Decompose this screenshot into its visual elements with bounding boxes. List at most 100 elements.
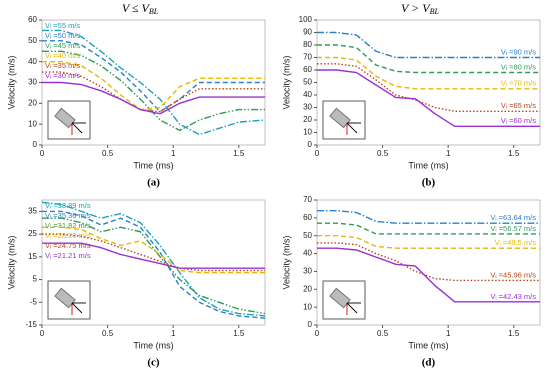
header-sub: BL [430, 7, 440, 16]
inset [47, 100, 91, 140]
panel-label: (a) [147, 177, 160, 189]
series-line [317, 44, 540, 74]
y-tick-label: 50 [303, 78, 312, 87]
y-tick-label: 70 [303, 53, 312, 62]
legend-entry: Vᵢ =21.21 m/s [45, 251, 91, 260]
y-tick-label: 100 [299, 15, 313, 24]
y-tick-label: 60 [28, 15, 37, 24]
legend-entry: Vᵢ =45 m/s [45, 41, 80, 50]
y-tick-label: 0 [308, 320, 313, 329]
series-line [317, 235, 540, 249]
y-tick-label: 30 [28, 78, 37, 87]
y-tick-label: 35 [28, 206, 37, 215]
y-tick-label: 40 [303, 249, 312, 258]
y-tick-label: -15 [25, 320, 37, 329]
series-line [42, 40, 265, 113]
series-line [317, 247, 540, 303]
y-tick-label: 25 [28, 229, 37, 238]
legend-entry: Vᵢ =42.43 m/s [490, 292, 536, 301]
legend-entry: Vᵢ =65 m/s [501, 101, 536, 110]
y-tick-label: 50 [28, 36, 37, 45]
y-axis-label: Velocity (m/s) [6, 235, 16, 289]
x-tick-label: 1 [171, 149, 176, 158]
series-line [42, 50, 265, 132]
arrow [71, 122, 83, 134]
x-tick-label: 1.5 [233, 329, 245, 338]
arrow [71, 302, 83, 314]
header-main: V > V [401, 1, 431, 15]
y-tick-label: 50 [303, 231, 312, 240]
legend-entry: Vᵢ =55 m/s [45, 21, 80, 30]
legend-entry: Vᵢ =35.36 m/s [45, 211, 91, 220]
series-line [317, 210, 540, 224]
x-tick-label: 1.5 [233, 149, 245, 158]
legend-entry: Vᵢ =80 m/s [501, 62, 536, 71]
y-tick-label: 70 [303, 195, 312, 204]
series-line [42, 29, 266, 136]
y-tick-label: 60 [303, 213, 312, 222]
y-tick-label: 10 [303, 128, 312, 137]
x-tick-label: 0 [315, 149, 320, 158]
series-line [42, 242, 265, 269]
header-main: V ≤ V [122, 1, 151, 15]
x-tick-label: 0.5 [102, 149, 114, 158]
legend-entry: Vᵢ =60 m/s [501, 116, 536, 125]
x-tick-label: 0 [40, 149, 45, 158]
y-tick-label: 80 [303, 40, 312, 49]
series-line [42, 217, 266, 315]
x-tick-label: 0.5 [377, 329, 389, 338]
y-tick-label: 20 [28, 98, 37, 107]
y-tick-label: 60 [303, 65, 312, 74]
x-axis-label: Time (ms) [133, 340, 173, 350]
y-tick-label: 90 [303, 28, 312, 37]
x-tick-label: 1 [446, 329, 451, 338]
y-tick-label: 20 [303, 284, 312, 293]
x-axis-label: Time (ms) [408, 340, 448, 350]
series-line [317, 69, 540, 127]
y-axis-label: Velocity (m/s) [281, 235, 291, 289]
legend-entry: Vᵢ =49.5 m/s [495, 238, 537, 247]
y-tick-label: 40 [28, 57, 37, 66]
y-tick-label: 0 [33, 140, 38, 149]
y-tick-label: 10 [303, 302, 312, 311]
y-tick-label: -5 [30, 297, 38, 306]
x-tick-label: 0.5 [102, 329, 114, 338]
x-axis-label: Time (ms) [133, 160, 173, 170]
legend-entry: Vᵢ =30 m/s [45, 71, 80, 80]
legend-entry: Vᵢ =38.89 m/s [45, 201, 91, 210]
series-line [42, 61, 265, 111]
x-tick-label: 1.5 [508, 329, 520, 338]
inset [322, 100, 366, 140]
series-line [42, 71, 265, 113]
legend-entry: Vᵢ =31.82 m/s [45, 221, 91, 230]
y-tick-label: 20 [303, 115, 312, 124]
legend-entry: Vᵢ =45.96 m/s [490, 270, 536, 279]
legend-entry: Vᵢ =90 m/s [501, 47, 536, 56]
legend-entry: Vᵢ =35 m/s [45, 61, 80, 70]
panel-label: (d) [422, 357, 436, 369]
legend-entry: Vᵢ =70 m/s [501, 79, 536, 88]
x-tick-label: 1.5 [508, 149, 520, 158]
legend-entry: Vᵢ =28.28 m/s [45, 231, 91, 240]
legend-entry: Vᵢ =56.57 m/s [490, 224, 536, 233]
y-tick-label: 10 [28, 119, 37, 128]
series-line [42, 233, 265, 272]
column-header: V ≤ VBL [122, 1, 159, 16]
series-line [41, 201, 266, 317]
panel-label: (b) [422, 177, 436, 189]
y-tick-label: 5 [33, 275, 38, 284]
series-line [42, 226, 265, 274]
legend-entry: Vᵢ =24.75 m/s [45, 241, 91, 250]
series-line [42, 81, 265, 115]
inset [322, 280, 366, 320]
legend-entry: Vᵢ =40 m/s [45, 51, 80, 60]
x-tick-label: 1 [446, 149, 451, 158]
arrow [346, 122, 358, 134]
series-line [317, 56, 540, 90]
plot-area [316, 199, 541, 326]
series-line [42, 210, 266, 319]
series-line [317, 63, 540, 112]
y-tick-label: 30 [303, 103, 312, 112]
series-line [317, 222, 540, 235]
